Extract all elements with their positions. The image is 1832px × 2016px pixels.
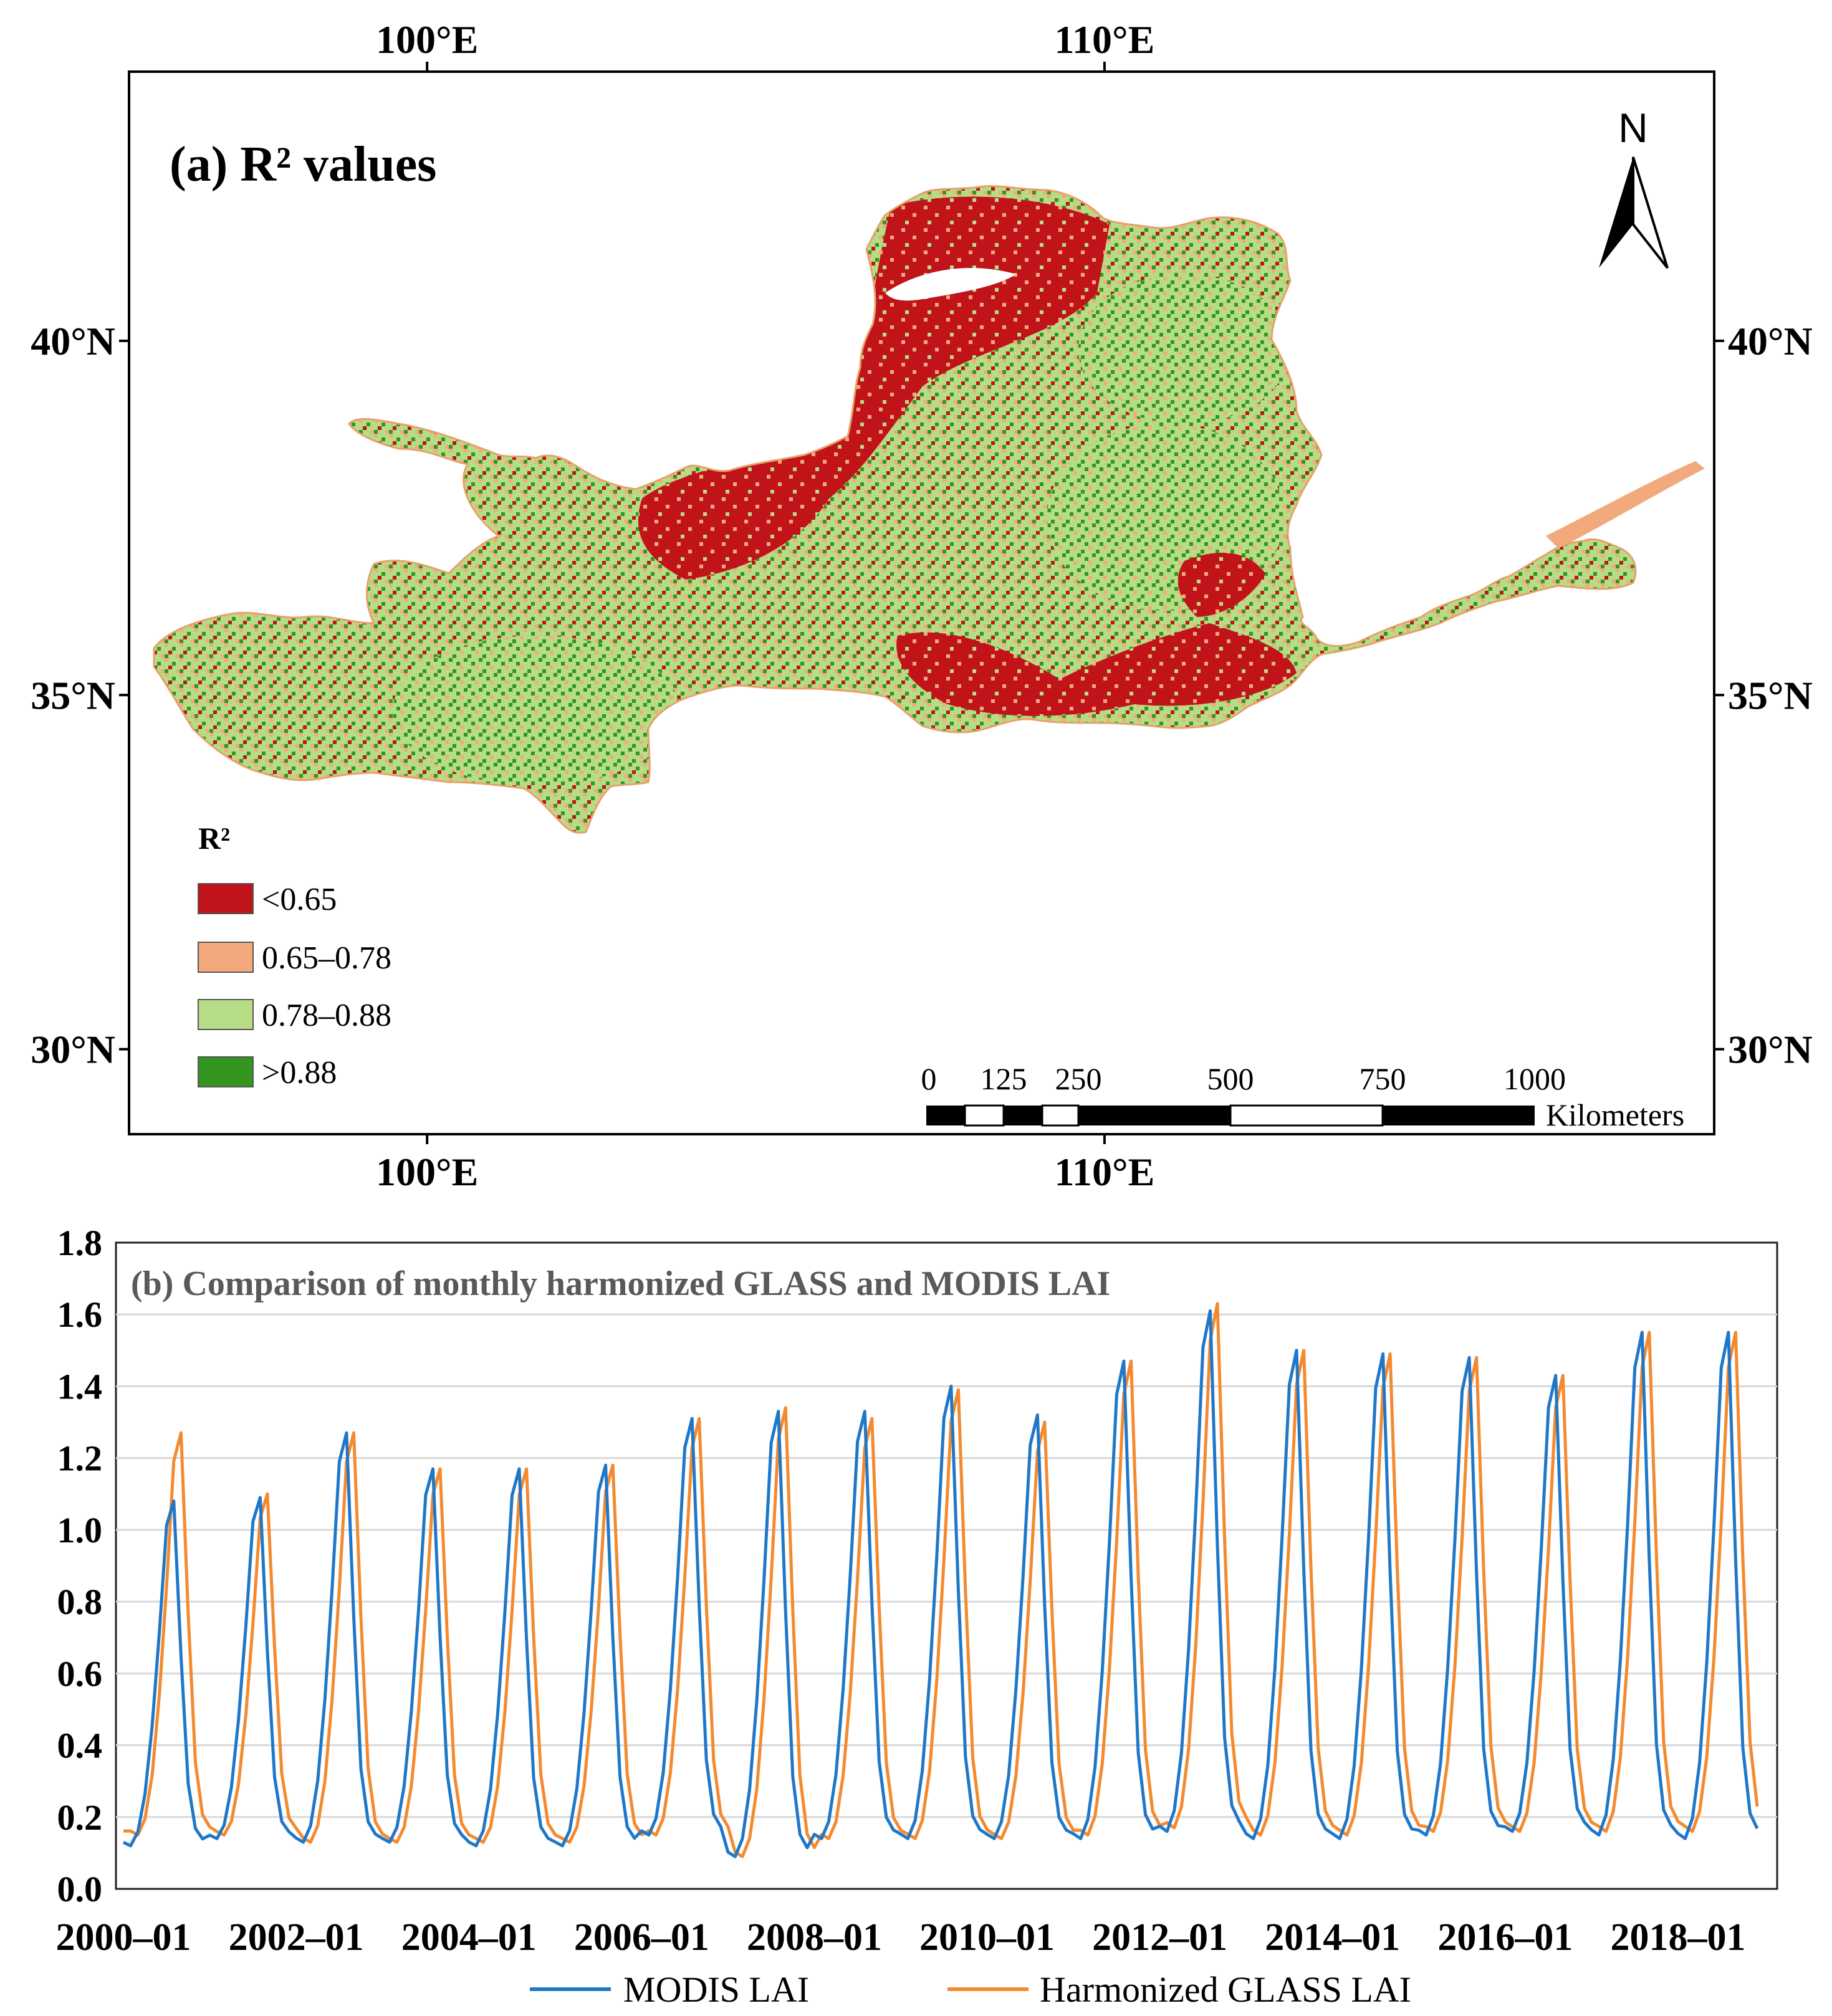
scale-seg-6: [1229, 1104, 1384, 1127]
lai-x-tick-label: 2010–01: [919, 1916, 1055, 1959]
legend-swatch-078-088: [198, 999, 254, 1030]
map-right-tick-label: 35°N: [1728, 673, 1813, 717]
basin-boundary: [153, 185, 1637, 834]
lai-x-tick-label: 2002–01: [229, 1916, 364, 1959]
map-top-tick-label: 100°E: [376, 17, 478, 62]
map-left-tick-label: 35°N: [31, 673, 115, 717]
scale-label-1000: 1000: [1503, 1061, 1566, 1096]
scale-seg-2: [964, 1104, 1005, 1127]
scale-seg-5: [1078, 1106, 1230, 1125]
lai-y-tick-label: 0.2: [57, 1797, 103, 1838]
scale-seg-3: [1004, 1106, 1042, 1125]
glass-lai-line: [123, 1302, 1759, 1858]
scale-label-0: 0: [921, 1061, 937, 1096]
map-top-tick-label: 110°E: [1055, 17, 1155, 62]
legend-title: R²: [198, 821, 230, 856]
north-arrow-label: N: [1618, 105, 1648, 151]
lai-x-tick-label: 2000–01: [56, 1916, 191, 1959]
lai-gridlines: [116, 1313, 1777, 1818]
lai-x-axis: 2000–01 2002–01 2004–01 2006–01 2008–01 2010–…: [56, 1916, 1746, 1959]
r2-legend: R² <0.65 0.65–0.78 0.78–0.88 >0.88: [198, 821, 391, 1091]
scale-label-125: 125: [981, 1061, 1027, 1096]
legend-swatch-gt088: [198, 1056, 254, 1087]
map-bottom-tick-label: 110°E: [1055, 1150, 1155, 1194]
basin-east-tail: [1546, 461, 1705, 548]
scale-seg-7: [1383, 1106, 1535, 1125]
scale-unit-label: Kilometers: [1546, 1097, 1684, 1132]
lai-x-tick-label: 2012–01: [1092, 1916, 1227, 1959]
map-frame: [128, 70, 1715, 1135]
region-green-north: [1078, 274, 1290, 424]
lai-y-tick-label: 0.8: [57, 1582, 103, 1622]
scale-bar: 0 125 250 500 750 1000 Kilometers: [921, 1061, 1685, 1132]
yellow-river-basin-r2-map: [153, 185, 1705, 834]
map-title: (a) R² values: [170, 137, 436, 192]
lai-y-tick-label: 1.0: [57, 1510, 103, 1550]
map-bottom-tick-label: 100°E: [376, 1150, 478, 1194]
north-arrow-right-half: [1632, 156, 1669, 269]
map-right-tick-label: 30°N: [1728, 1028, 1813, 1072]
lai-x-tick-label: 2004–01: [401, 1916, 537, 1959]
lai-x-tick-label: 2006–01: [574, 1916, 709, 1959]
lai-y-tick-label: 0.6: [57, 1653, 103, 1694]
legend-label-065-078: 0.65–0.78: [262, 940, 391, 976]
scale-seg-4: [1041, 1104, 1080, 1127]
lai-x-tick-label: 2008–01: [747, 1916, 882, 1959]
scale-label-250: 250: [1055, 1061, 1102, 1096]
map-left-tick-label: 40°N: [31, 319, 115, 363]
map-right-tick-label: 40°N: [1728, 319, 1813, 363]
lake-white-patch: [885, 268, 1016, 301]
lai-x-tick-label: 2014–01: [1265, 1916, 1400, 1959]
legend-swatch-lt065: [198, 883, 254, 914]
map-axes: 100°E 100°E 110°E 110°E 40°N 40°N 35°N 35°N 30°N…: [31, 17, 1813, 1194]
modis-lai-line: [122, 1309, 1759, 1858]
lai-y-tick-label: 0.4: [57, 1726, 103, 1766]
lai-y-tick-label: 0.0: [57, 1869, 103, 1909]
lai-y-tick-label: 1.2: [57, 1438, 103, 1479]
scale-seg-1: [926, 1106, 965, 1125]
lai-y-axis: 0.0 0.2 0.4 0.6 0.8 1.0 1.2 1.4 1.6 1.8: [57, 1223, 103, 1909]
region-red-south: [896, 623, 1297, 716]
region-red-east: [1177, 552, 1265, 617]
scale-label-500: 500: [1207, 1061, 1254, 1096]
north-arrow-left-half: [1599, 157, 1633, 268]
lai-y-tick-label: 1.6: [57, 1294, 103, 1335]
scale-label-750: 750: [1360, 1061, 1406, 1096]
lai-comparison-panel: 0.00.20.40.60.81.01.21.41.61.8 2000–01 20…: [56, 1223, 1778, 2010]
region-red-ordos: [638, 196, 1110, 580]
legend-label-modis: MODIS LAI: [623, 1969, 809, 2010]
r2-map-panel: 100°E 100°E 110°E 110°E 40°N 40°N 35°N 35°N 30°N…: [31, 17, 1813, 1194]
lai-y-tick-label: 1.8: [57, 1223, 103, 1263]
lai-y-tick-label: 1.4: [57, 1366, 103, 1407]
north-arrow: N: [1599, 105, 1669, 269]
region-green-west: [393, 636, 679, 785]
lai-x-tick-label: 2018–01: [1610, 1916, 1745, 1959]
lai-series: [122, 1302, 1759, 1858]
legend-label-gt088: >0.88: [262, 1055, 337, 1091]
map-left-tick-label: 30°N: [31, 1028, 115, 1072]
legend-label-lt065: <0.65: [262, 882, 337, 917]
legend-label-glass: Harmonized GLASS LAI: [1040, 1969, 1411, 2010]
lai-title: (b) Comparison of monthly harmonized GLA…: [131, 1264, 1110, 1303]
lai-plot-frame: [115, 1241, 1778, 1890]
lai-legend: MODIS LAI Harmonized GLASS LAI: [530, 1969, 1411, 2010]
lai-x-tick-label: 2016–01: [1437, 1916, 1573, 1959]
legend-swatch-065-078: [198, 942, 254, 973]
legend-label-078-088: 0.78–0.88: [262, 998, 391, 1033]
